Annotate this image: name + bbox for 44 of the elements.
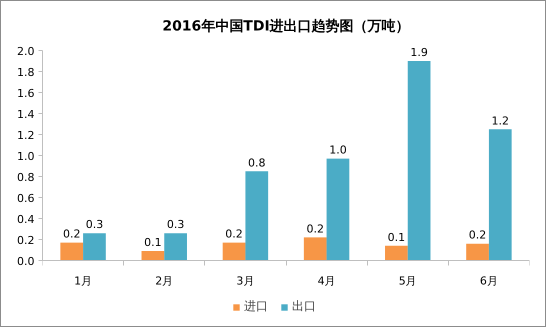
data-label: 0.3 [166,218,184,232]
x-tick-label: 4月 [318,274,336,288]
bar [222,242,246,260]
data-label: 0.2 [225,228,243,241]
x-tick-label: 6月 [480,274,498,288]
y-tick-label: 1.8 [17,66,35,79]
bar [245,171,268,260]
y-tick-label: 1.2 [17,129,35,142]
bar [385,246,408,260]
legend-label: 进口 [244,298,268,315]
bar [326,158,350,260]
y-tick-label: 1.6 [17,87,35,100]
data-label: 1.9 [410,46,428,59]
bar [83,233,106,260]
legend-label: 出口 [292,298,316,315]
y-tick-label: 0.8 [17,171,35,184]
bar [164,233,187,260]
y-tick-label: 1.0 [17,150,35,163]
bar [60,242,84,260]
data-label: 0.2 [468,228,486,242]
bar [408,61,430,260]
y-tick-label: 0.0 [17,255,35,268]
y-tick-label: 0.4 [17,213,35,226]
x-tick-label: 3月 [236,274,254,288]
y-tick-label: 2.0 [17,45,35,58]
data-label: 1.2 [492,114,510,128]
data-label: 0.1 [144,236,162,250]
bar [488,129,512,260]
data-label: 0.3 [86,218,104,232]
data-label: 1.0 [329,144,347,157]
y-tick-label: 0.2 [17,234,35,247]
data-label: 0.2 [62,228,80,241]
y-tick-label: 1.4 [17,108,35,121]
y-tick-label: 0.6 [17,192,35,205]
chart-title: 2016年中国TDI进出口趋势图（万吨） [162,18,410,34]
bar [304,237,327,260]
data-label: 0.8 [248,156,266,170]
x-tick-label: 2月 [155,274,174,288]
bar [466,244,489,260]
data-label: 0.1 [388,230,406,244]
data-label: 0.2 [306,222,324,236]
x-tick-label: 1月 [74,274,92,288]
x-tick-label: 5月 [398,274,417,288]
bar [142,251,164,260]
